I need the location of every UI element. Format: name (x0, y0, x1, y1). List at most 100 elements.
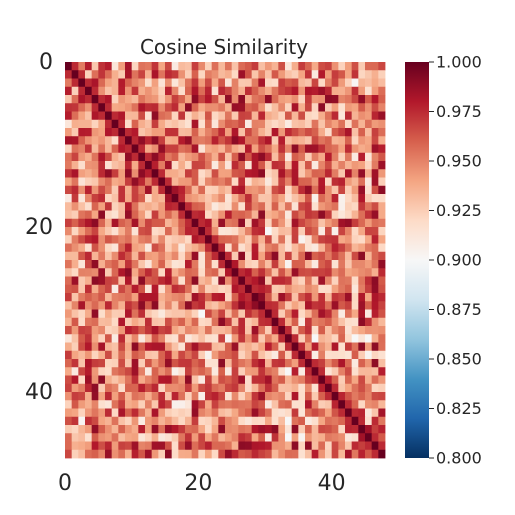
heatmap-cell (165, 210, 173, 220)
heatmap-cell (78, 441, 86, 451)
heatmap-cell (331, 86, 339, 96)
heatmap-cell (378, 268, 386, 277)
heatmap-cell (85, 169, 93, 178)
heatmap-cell (118, 218, 126, 228)
heatmap-cell (325, 111, 333, 121)
heatmap-cell (151, 136, 159, 145)
heatmap-cell (151, 416, 159, 426)
heatmap-cell (171, 326, 179, 335)
heatmap-cell (191, 70, 199, 79)
heatmap-cell (318, 326, 326, 335)
heatmap-cell (245, 194, 253, 203)
colorbar-gradient (405, 62, 429, 458)
heatmap-cell (305, 103, 313, 112)
heatmap-cell (191, 342, 199, 352)
heatmap-cell (125, 392, 133, 401)
heatmap-cell (185, 119, 193, 129)
heatmap-cell (65, 268, 73, 277)
heatmap-cell (118, 293, 126, 302)
heatmap-cell (371, 260, 379, 269)
heatmap-cell (185, 433, 193, 442)
heatmap-cell (305, 268, 313, 277)
heatmap-cell (238, 235, 246, 244)
heatmap-cell (85, 268, 93, 277)
heatmap-cell (185, 425, 193, 434)
heatmap-cell (251, 383, 259, 393)
heatmap-cell (71, 95, 79, 104)
heatmap-cell (378, 243, 386, 253)
heatmap-cell (278, 375, 286, 385)
heatmap-cell (71, 235, 79, 244)
heatmap-cell (338, 235, 346, 244)
heatmap-cell (231, 202, 239, 211)
heatmap-cell (91, 276, 99, 286)
heatmap-cell (78, 260, 86, 269)
heatmap-cell (218, 227, 226, 236)
heatmap-cell (185, 416, 193, 426)
heatmap-cell (71, 177, 79, 187)
heatmap-cell (231, 367, 239, 376)
heatmap-cell (178, 293, 186, 302)
heatmap-cell (358, 408, 366, 418)
heatmap-cell (358, 185, 366, 195)
heatmap-cell (331, 441, 339, 451)
heatmap-cell (218, 177, 226, 187)
heatmap-cell (85, 375, 93, 385)
heatmap-cell (338, 350, 346, 360)
heatmap-cell (331, 317, 339, 327)
heatmap-cell (345, 441, 353, 451)
heatmap-cell (358, 169, 366, 178)
heatmap-cell (171, 111, 179, 121)
heatmap-cell (111, 70, 119, 79)
heatmap-cell (78, 268, 86, 277)
heatmap-cell (125, 136, 133, 145)
heatmap-cell (378, 367, 386, 376)
heatmap-cell (265, 317, 273, 327)
heatmap-cell (371, 326, 379, 335)
heatmap-cell (98, 367, 106, 376)
heatmap-cell (271, 342, 279, 352)
heatmap-cell (131, 293, 139, 302)
heatmap-cell (211, 416, 219, 426)
heatmap-cell (305, 111, 313, 121)
heatmap-cell (371, 251, 379, 261)
heatmap-cell (338, 293, 346, 302)
heatmap-cell (118, 392, 126, 401)
heatmap-cell (278, 243, 286, 253)
heatmap-cell (211, 103, 219, 112)
heatmap-cell (358, 425, 366, 434)
heatmap-cell (85, 276, 93, 286)
heatmap-cell (225, 119, 233, 129)
heatmap-cell (211, 408, 219, 418)
heatmap-cell (105, 268, 113, 277)
heatmap-cell (205, 86, 213, 96)
heatmap-cell (371, 400, 379, 409)
heatmap-cell (298, 119, 306, 129)
heatmap-cell (178, 161, 186, 170)
heatmap-cell (318, 103, 326, 112)
heatmap-cell (165, 309, 173, 319)
heatmap-cell (378, 392, 386, 401)
heatmap-cell (158, 293, 166, 302)
heatmap-cell (231, 243, 239, 253)
heatmap-cell (338, 342, 346, 352)
heatmap-cell (378, 194, 386, 203)
heatmap-cell (105, 227, 113, 236)
heatmap-cell (351, 136, 359, 145)
heatmap-cell (285, 383, 293, 393)
heatmap-cell (265, 62, 273, 71)
heatmap-cell (178, 375, 186, 385)
heatmap-cell (351, 218, 359, 228)
heatmap-cell (151, 119, 159, 129)
heatmap-cell (198, 119, 206, 129)
heatmap-cell (351, 185, 359, 195)
heatmap-cell (351, 416, 359, 426)
heatmap-cell (138, 161, 146, 170)
heatmap-cell (311, 161, 319, 170)
heatmap-cell (205, 301, 213, 310)
heatmap-cell (225, 350, 233, 360)
heatmap-cell (318, 284, 326, 294)
heatmap-cell (318, 251, 326, 261)
heatmap-cell (305, 202, 313, 211)
heatmap-cell (145, 301, 153, 310)
